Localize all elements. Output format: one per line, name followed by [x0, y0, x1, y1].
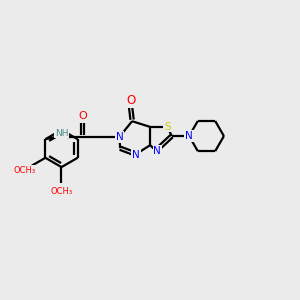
Text: O: O: [78, 111, 87, 121]
Text: N: N: [153, 146, 161, 156]
Text: O: O: [126, 94, 135, 107]
Text: S: S: [164, 122, 171, 132]
Text: OCH₃: OCH₃: [50, 187, 73, 196]
Text: OCH₃: OCH₃: [13, 166, 35, 175]
Text: N: N: [116, 132, 123, 142]
Text: NH: NH: [55, 129, 68, 138]
Text: N: N: [185, 131, 193, 141]
Text: N: N: [132, 150, 140, 160]
